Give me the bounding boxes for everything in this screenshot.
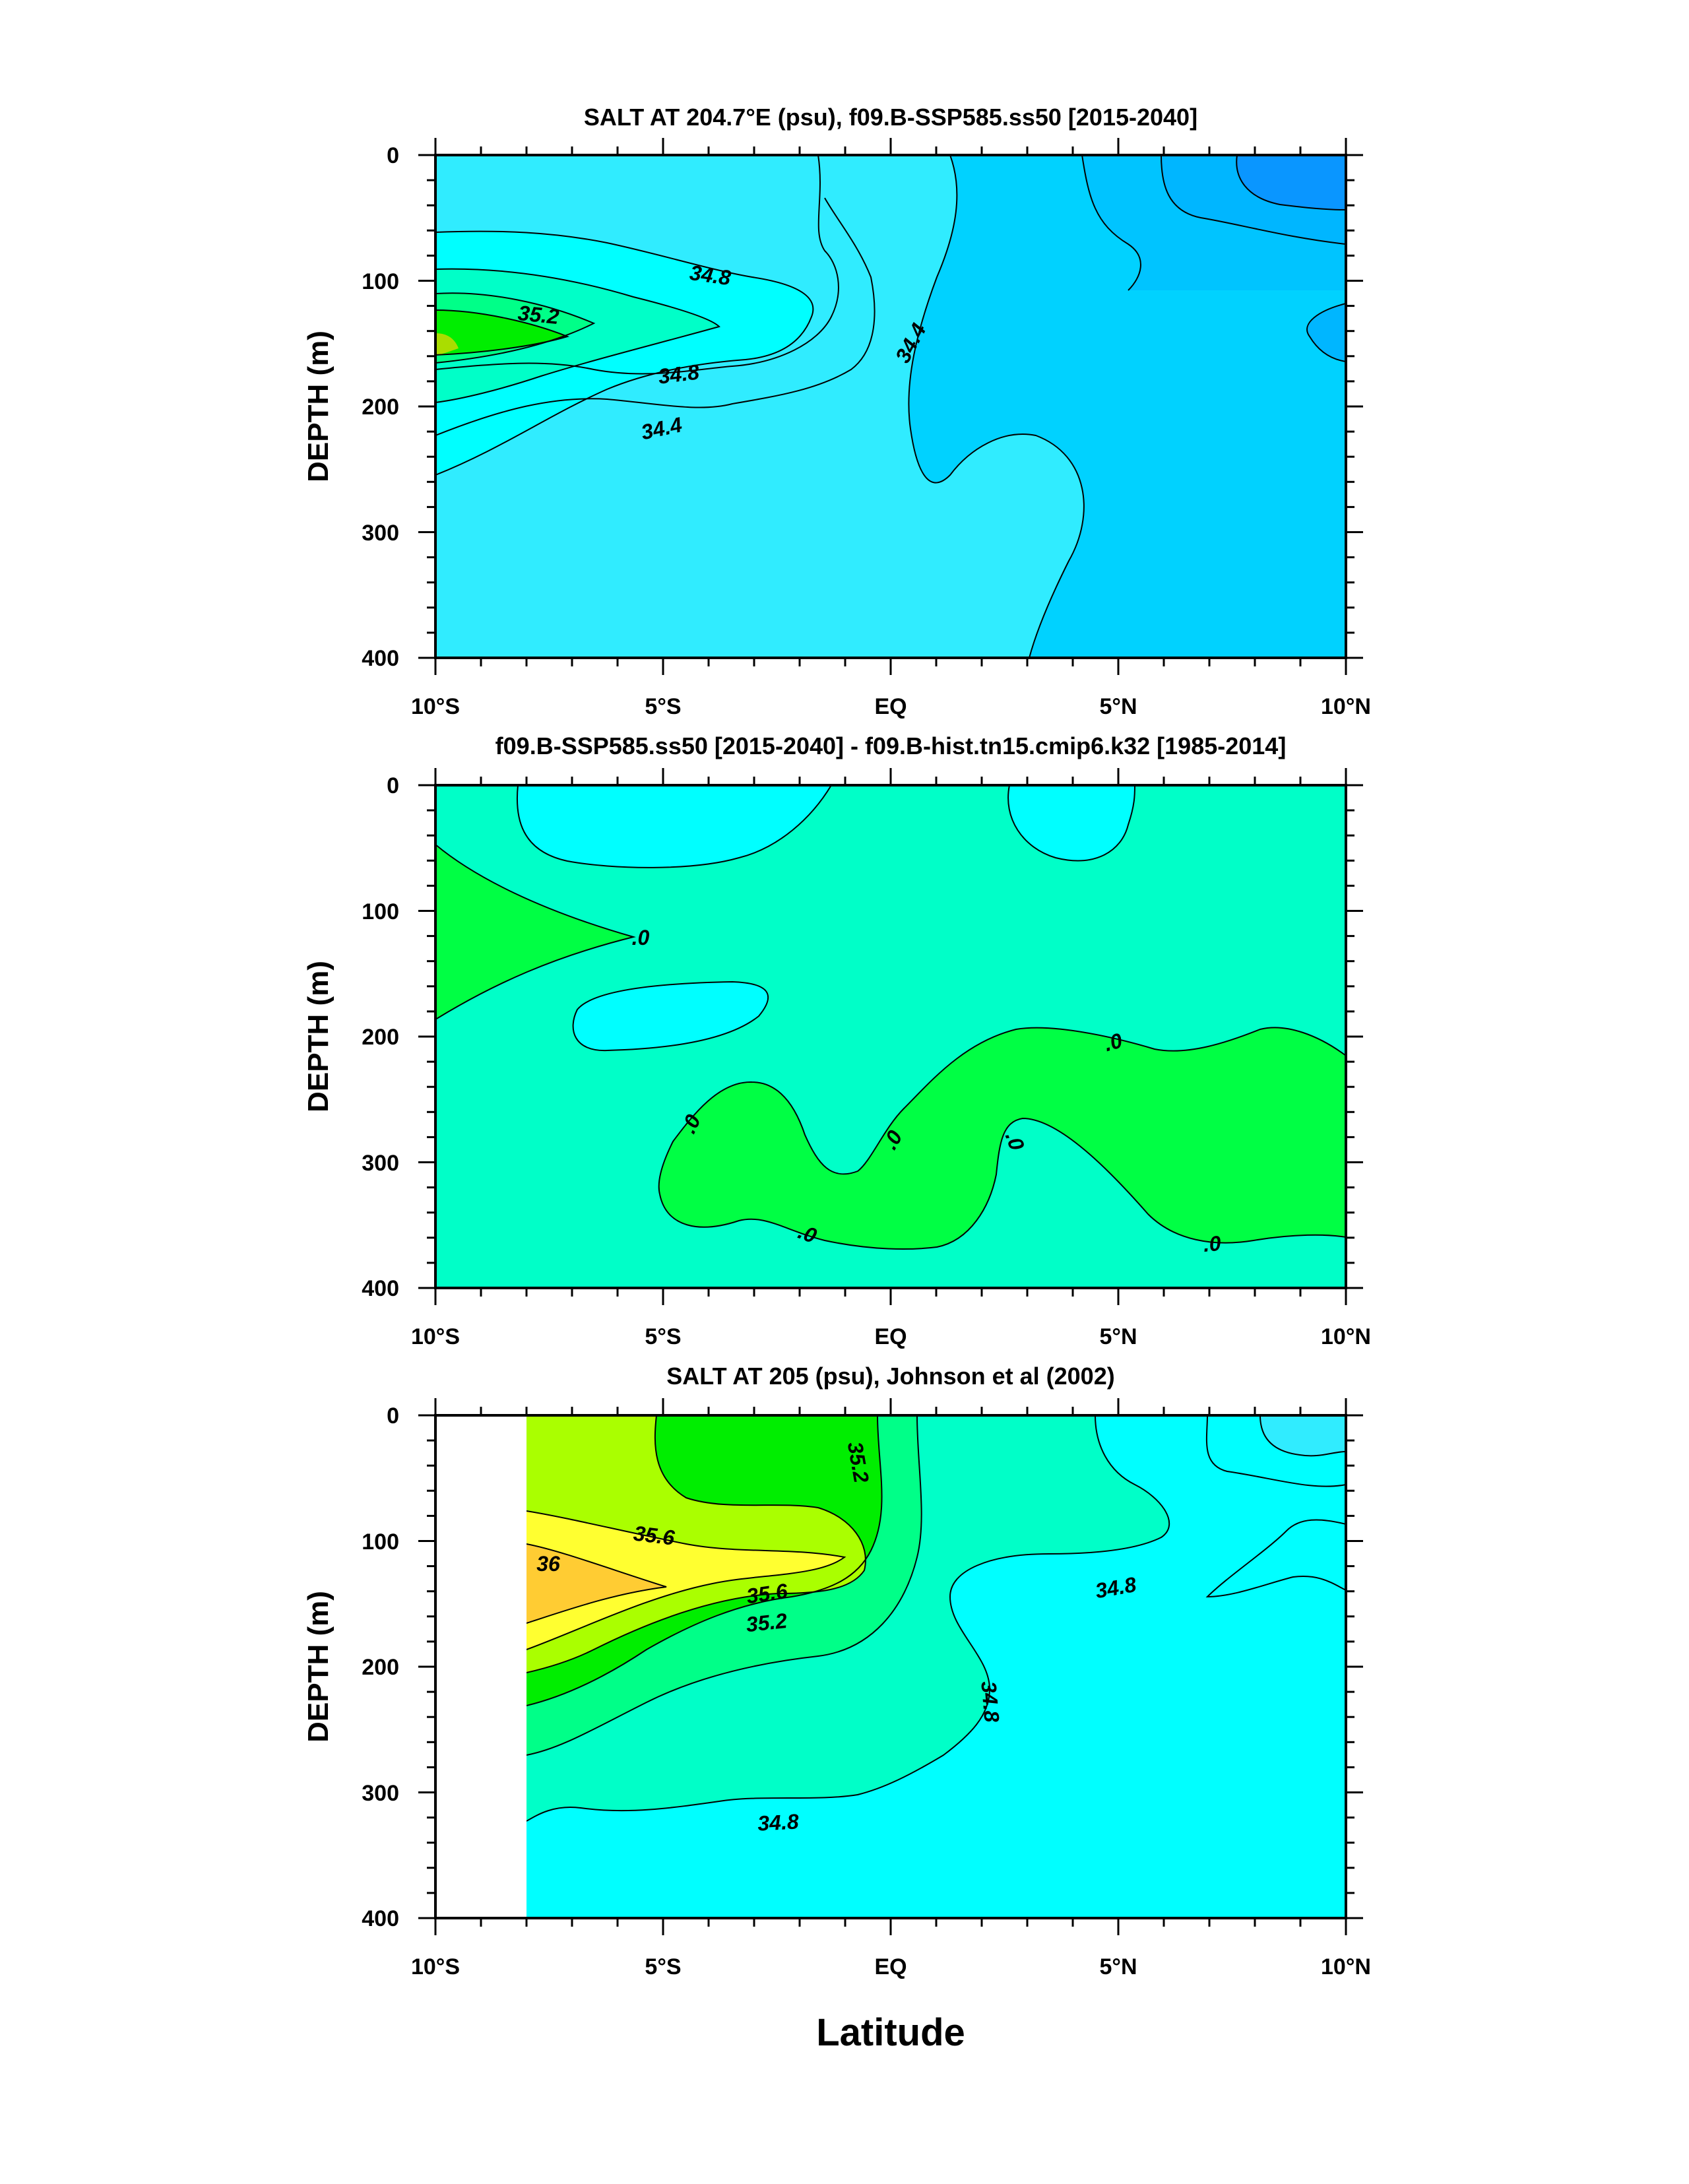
- y-tick-label: 300: [362, 521, 399, 546]
- x-tick-label: 5°S: [645, 694, 681, 719]
- panel-3-contour-label: 35.2: [745, 1609, 788, 1636]
- panel-2-contour-fill: [435, 785, 1346, 1288]
- panel-3-y-axis-title: DEPTH (m): [302, 1591, 335, 1743]
- panel-3: SALT AT 205 (psu), Johnson et al (2002) …: [302, 1363, 1371, 2054]
- panel-1: SALT AT 204.7°E (psu), f09.B-SSP585.ss50…: [302, 104, 1371, 719]
- y-tick-label: 200: [362, 1655, 399, 1680]
- y-tick-label: 400: [362, 1276, 399, 1301]
- panel-1-ticks: [418, 138, 1363, 675]
- panel-3-contour-label: 35.6: [632, 1521, 676, 1549]
- y-tick-label: 100: [362, 899, 399, 924]
- panel-3-contour-labels: 35.2 35.6 36 35.6 35.2 34.8 34.8 34.8: [536, 1440, 1138, 1835]
- x-tick-label: 10°N: [1321, 694, 1371, 719]
- x-tick-label: 5°N: [1099, 694, 1137, 719]
- panel-1-y-axis-title: DEPTH (m): [302, 331, 335, 482]
- panel-1-contour-label: 35.2: [517, 301, 560, 329]
- panel-2-contour-lines: [435, 785, 1346, 1250]
- panel-3-contour-label: 35.6: [745, 1579, 789, 1608]
- y-tick-label: 0: [387, 143, 399, 168]
- panel-1-contour-fill: [435, 155, 1346, 658]
- panel-3-contour-fill: [526, 1415, 1346, 1918]
- panel-1-contour-label: 34.8: [657, 360, 701, 388]
- panel-1-contour-labels: 34.8 35.2 34.8 34.4 34.4: [517, 261, 931, 444]
- y-tick-label: 200: [362, 1025, 399, 1050]
- y-tick-label: 100: [362, 1529, 399, 1555]
- panel-2-title: f09.B-SSP585.ss50 [2015-2040] - f09.B-hi…: [495, 732, 1287, 759]
- panel-3-title: SALT AT 205 (psu), Johnson et al (2002): [666, 1363, 1114, 1390]
- y-tick-label: 400: [362, 1906, 399, 1931]
- x-tick-label: 10°S: [411, 1324, 460, 1349]
- panel-2-contour-label: .0: [632, 926, 650, 949]
- panel-3-contour-label: 36: [536, 1552, 560, 1576]
- panel-3-tick-labels: 10°S 5°S EQ 5°N 10°N 0 100 200 300 400: [362, 1403, 1371, 1979]
- y-tick-label: 300: [362, 1151, 399, 1176]
- x-tick-label: EQ: [874, 1954, 907, 1979]
- y-tick-label: 200: [362, 395, 399, 420]
- x-tick-label: EQ: [874, 1324, 907, 1349]
- x-axis-title: Latitude: [816, 2011, 965, 2054]
- panel-2-contour-label: .0: [1202, 1231, 1222, 1256]
- x-tick-label: 10°S: [411, 1954, 460, 1979]
- y-tick-label: 0: [387, 1403, 399, 1429]
- panel-3-contour-label: 34.8: [757, 1809, 799, 1835]
- x-tick-label: 5°N: [1099, 1324, 1137, 1349]
- x-tick-label: 5°S: [645, 1324, 681, 1349]
- y-tick-label: 400: [362, 646, 399, 671]
- x-tick-label: EQ: [874, 694, 907, 719]
- y-tick-label: 300: [362, 1781, 399, 1806]
- panel-3-ticks: [418, 1398, 1363, 1935]
- y-tick-label: 0: [387, 773, 399, 798]
- panel-1-title: SALT AT 204.7°E (psu), f09.B-SSP585.ss50…: [584, 104, 1197, 131]
- x-tick-label: 5°S: [645, 1954, 681, 1979]
- x-tick-label: 5°N: [1099, 1954, 1137, 1979]
- panel-1-contour-lines: [435, 155, 1346, 658]
- panel-3-contour-lines: [526, 1415, 1346, 1822]
- panel-3-contour-label: 34.8: [976, 1680, 1004, 1723]
- panel-2: f09.B-SSP585.ss50 [2015-2040] - f09.B-hi…: [302, 732, 1371, 1349]
- y-tick-label: 100: [362, 269, 399, 294]
- x-tick-label: 10°S: [411, 694, 460, 719]
- panel-2-ticks: [418, 768, 1363, 1305]
- panel-2-tick-labels: 10°S 5°S EQ 5°N 10°N 0 100 200 300 400: [362, 773, 1371, 1349]
- panel-1-contour-label: 34.8: [688, 261, 732, 290]
- x-tick-label: 10°N: [1321, 1324, 1371, 1349]
- x-tick-label: 10°N: [1321, 1954, 1371, 1979]
- panel-2-y-axis-title: DEPTH (m): [302, 961, 335, 1112]
- panel-1-tick-labels: 10°S 5°S EQ 5°N 10°N 0 100 200 300 400: [362, 143, 1371, 719]
